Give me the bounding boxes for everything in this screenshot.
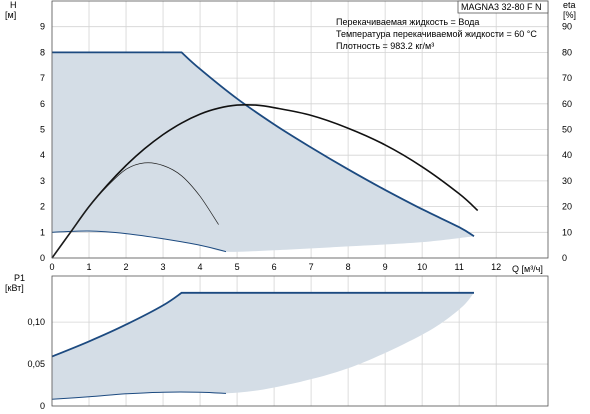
x-tick-label: 1 [87,262,92,272]
efficiency-tick-label: 40 [562,150,572,160]
efficiency-min-curve [51,162,219,259]
efficiency-tick-label: 30 [562,176,572,186]
head-tick-label: 8 [40,47,45,57]
power-tick-labels: 0 0,05 0,10 [27,317,45,411]
efficiency-tick-label: 10 [562,227,572,237]
x-tick-label: 3 [161,262,166,272]
efficiency-max-curve [51,103,479,259]
efficiency-tick-label: 70 [562,73,572,83]
info-liquid: Перекачиваемая жидкость = Вода [336,17,479,27]
head-tick-label: 2 [40,202,45,212]
max-power-curve [51,291,474,358]
efficiency-tick-label: 0 [562,253,567,263]
power-axis-label-symbol: P1 [14,273,25,283]
power-axis-label-unit: [кВт] [5,283,24,293]
operating-area-head [52,52,474,252]
top-x-tick-labels: 0 1 2 3 4 5 6 7 8 9 10 11 12 [49,262,501,272]
x-tick-label: 4 [198,262,203,272]
min-power-curve [51,391,227,400]
head-axis-label-symbol: H [10,0,17,10]
efficiency-axis-label-symbol: eta [563,0,576,10]
efficiency-tick-label: 80 [562,47,572,57]
info-box: MAGNA3 32-80 F N Перекачиваемая жидкость… [336,0,549,51]
efficiency-tick-label: 90 [562,22,572,32]
x-tick-label: 6 [272,262,277,272]
x-tick-label: 10 [417,262,427,272]
power-tick-label: 0,05 [27,359,45,369]
x-tick-label: 0 [49,262,54,272]
max-head-curve [52,51,475,237]
bottom-plot-frame [51,275,549,407]
x-tick-label: 9 [383,262,388,272]
head-tick-label: 7 [40,73,45,83]
head-tick-label: 1 [40,227,45,237]
top-plot-frame [51,0,549,259]
head-tick-label: 5 [40,125,45,135]
head-tick-label: 6 [40,99,45,109]
x-tick-label: 8 [346,262,351,272]
x-tick-label: 11 [454,262,463,272]
info-density: Плотность = 983.2 кг/м³ [336,41,434,51]
operating-area-power [52,292,474,400]
head-tick-label: 0 [40,253,45,263]
power-panel: 0 0,05 0,10 P1 [кВт] [5,273,549,411]
head-tick-labels: 0 1 2 3 4 5 6 7 8 9 [40,22,45,263]
x-tick-label: 7 [309,262,314,272]
efficiency-tick-labels: 0 10 20 30 40 50 60 70 80 90 [562,22,572,263]
model-box [457,0,549,14]
x-tick-label: 2 [124,262,129,272]
efficiency-axis-label-unit: [%] [563,10,576,20]
head-axis-label-unit: [м] [5,10,16,20]
min-head-curve [51,230,227,253]
efficiency-tick-label: 20 [562,202,572,212]
x-tick-label: 12 [491,262,501,272]
efficiency-tick-label: 50 [562,125,572,135]
x-tick-label: 5 [235,262,240,272]
head-tick-label: 9 [40,22,45,32]
head-tick-label: 4 [40,150,45,160]
head-tick-label: 3 [40,176,45,186]
power-tick-label: 0,10 [27,317,45,327]
power-tick-label: 0 [40,401,45,411]
info-temperature: Температура перекачиваемой жидкости = 60… [336,29,537,39]
model-name: MAGNA3 32-80 F N [461,2,542,12]
efficiency-tick-label: 60 [562,99,572,109]
flow-axis-label: Q [м³/ч] [512,264,543,274]
